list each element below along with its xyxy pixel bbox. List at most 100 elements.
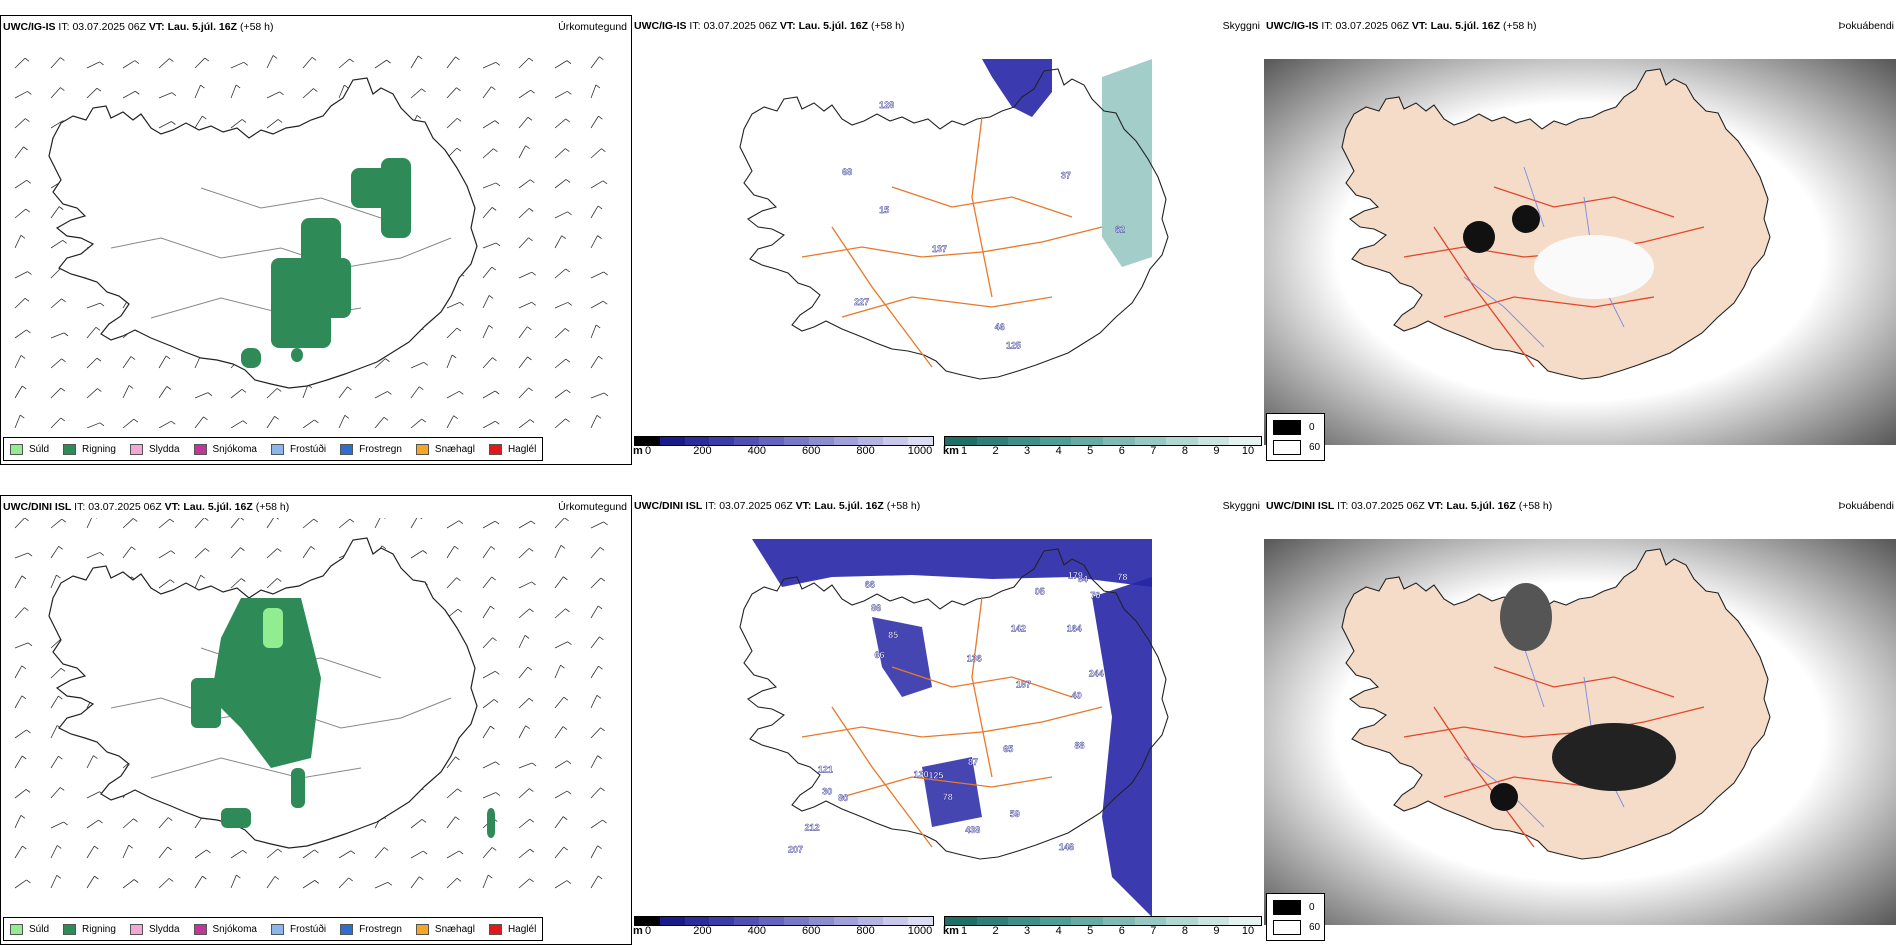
wind-barb-flag xyxy=(202,875,207,880)
cloudbase-colorbar: m 0 200 400 600 800 1000 xyxy=(633,436,934,462)
wind-barb xyxy=(86,302,101,309)
cloud-base-label: 78 xyxy=(943,792,953,802)
wind-barb-flag xyxy=(20,235,26,239)
wind-barb-flag xyxy=(170,550,176,554)
wind-barb xyxy=(482,520,496,529)
glacier-fog-area xyxy=(1534,235,1654,299)
wind-barb-flag xyxy=(135,90,140,95)
wind-barb xyxy=(122,818,134,829)
wind-barb-flag xyxy=(348,877,353,882)
wind-barb xyxy=(446,816,456,829)
wind-barb-flag xyxy=(235,84,241,89)
wind-barb-flag xyxy=(243,62,249,66)
wind-barb-flag xyxy=(349,58,354,63)
wind-barb xyxy=(194,575,202,589)
wind-barb-flag xyxy=(274,415,279,420)
wind-barb xyxy=(86,518,92,529)
cloud-base-label: 130 xyxy=(914,770,929,780)
colorbar-tick: 800 xyxy=(856,925,875,937)
wind-barb-flag xyxy=(491,847,497,851)
wind-barb xyxy=(554,148,566,159)
wind-barb-flag xyxy=(455,756,460,761)
wind-barb-flag xyxy=(133,818,138,823)
wind-barb-flag xyxy=(202,115,207,120)
wind-barb xyxy=(14,271,28,279)
wind-barb-flag xyxy=(458,520,464,524)
wind-barb-flag xyxy=(240,518,245,521)
colorbar-tick: 600 xyxy=(802,925,821,937)
cloud-base-label: 85 xyxy=(888,630,898,640)
wind-barb-flag xyxy=(419,386,424,391)
wind-barb xyxy=(374,59,387,69)
wind-barb xyxy=(554,576,564,589)
wind-barb-flag xyxy=(277,578,282,582)
wind-barb xyxy=(14,414,21,428)
field-label: Þokuábendi xyxy=(1838,20,1894,32)
wind-barb-flag xyxy=(597,755,602,759)
wind-barb xyxy=(446,577,457,589)
wind-barb-flag xyxy=(21,385,27,390)
wind-barb-flag xyxy=(528,697,534,702)
cloud-base-label: 84 xyxy=(1078,574,1088,584)
wind-barb xyxy=(554,760,568,769)
wind-barb-flag xyxy=(242,849,247,854)
wind-barb xyxy=(338,850,352,859)
wind-barb-flag xyxy=(601,148,606,152)
panel-igis-fog: UWC/IG-IS IT: 03.07.2025 06Z VT: Lau. 5.… xyxy=(1264,15,1900,465)
wind-barb-flag xyxy=(276,388,282,392)
wind-barb xyxy=(86,819,99,829)
wind-barb xyxy=(266,119,279,129)
wind-barb xyxy=(590,392,605,399)
colorbar-tick: 1 xyxy=(960,925,968,937)
wind-barb xyxy=(194,875,203,889)
wind-barb-flag xyxy=(166,386,172,390)
wind-barb xyxy=(590,665,599,679)
wind-barb-flag xyxy=(99,422,105,427)
wind-barb-flag xyxy=(313,518,319,523)
wind-barb xyxy=(554,60,568,69)
cloud-base-label: 66 xyxy=(874,650,884,660)
colorbar-tick: 5 xyxy=(1087,925,1094,937)
wind-barb-flag xyxy=(603,521,608,526)
wind-barb-flag xyxy=(171,121,176,125)
wind-barb xyxy=(482,546,492,559)
wind-barb-flag xyxy=(495,420,500,425)
wind-barb-flag xyxy=(529,848,535,853)
precip-type-legend: Súld Rigning Slydda Snjókoma Frostúði Frostre… xyxy=(3,917,544,941)
wind-barb xyxy=(50,787,61,799)
wind-barb xyxy=(86,791,100,799)
wind-barb xyxy=(590,755,598,769)
legend-swatch xyxy=(270,923,284,935)
wind-barb xyxy=(518,788,530,799)
wind-barb xyxy=(446,56,456,69)
wind-barb-flag xyxy=(562,726,568,730)
wind-barb xyxy=(482,86,492,99)
wind-barb-flag xyxy=(458,850,464,855)
wind-barb-flag xyxy=(24,297,30,302)
wind-barb xyxy=(266,416,275,428)
wind-barb-flag xyxy=(204,548,210,552)
wind-barb xyxy=(590,636,600,649)
wind-barb-flag xyxy=(277,119,283,123)
wind-barb xyxy=(266,848,278,859)
wind-barb xyxy=(14,298,26,309)
wind-barb-flag xyxy=(528,57,534,62)
rain-cell xyxy=(291,348,303,362)
wind-barb xyxy=(554,211,568,219)
wind-barb-flag xyxy=(493,148,498,152)
wind-barb-flag xyxy=(171,92,177,96)
legend-item: Haglél xyxy=(488,443,536,455)
low-cloud-area xyxy=(982,59,1052,117)
wind-barb xyxy=(50,417,62,428)
rain-cell xyxy=(191,678,221,728)
field-label: Úrkomutegund xyxy=(558,21,627,33)
wind-barb-flag xyxy=(314,419,319,424)
wind-barb xyxy=(482,792,497,799)
colorbar-tick: 600 xyxy=(802,445,821,457)
wind-barb xyxy=(518,548,530,559)
wind-barb-flag xyxy=(60,57,65,61)
wind-barb-flag xyxy=(313,88,318,92)
wind-barb-flag xyxy=(456,87,461,91)
legend-item: Snjókoma xyxy=(193,443,257,455)
wind-barb xyxy=(410,55,419,69)
